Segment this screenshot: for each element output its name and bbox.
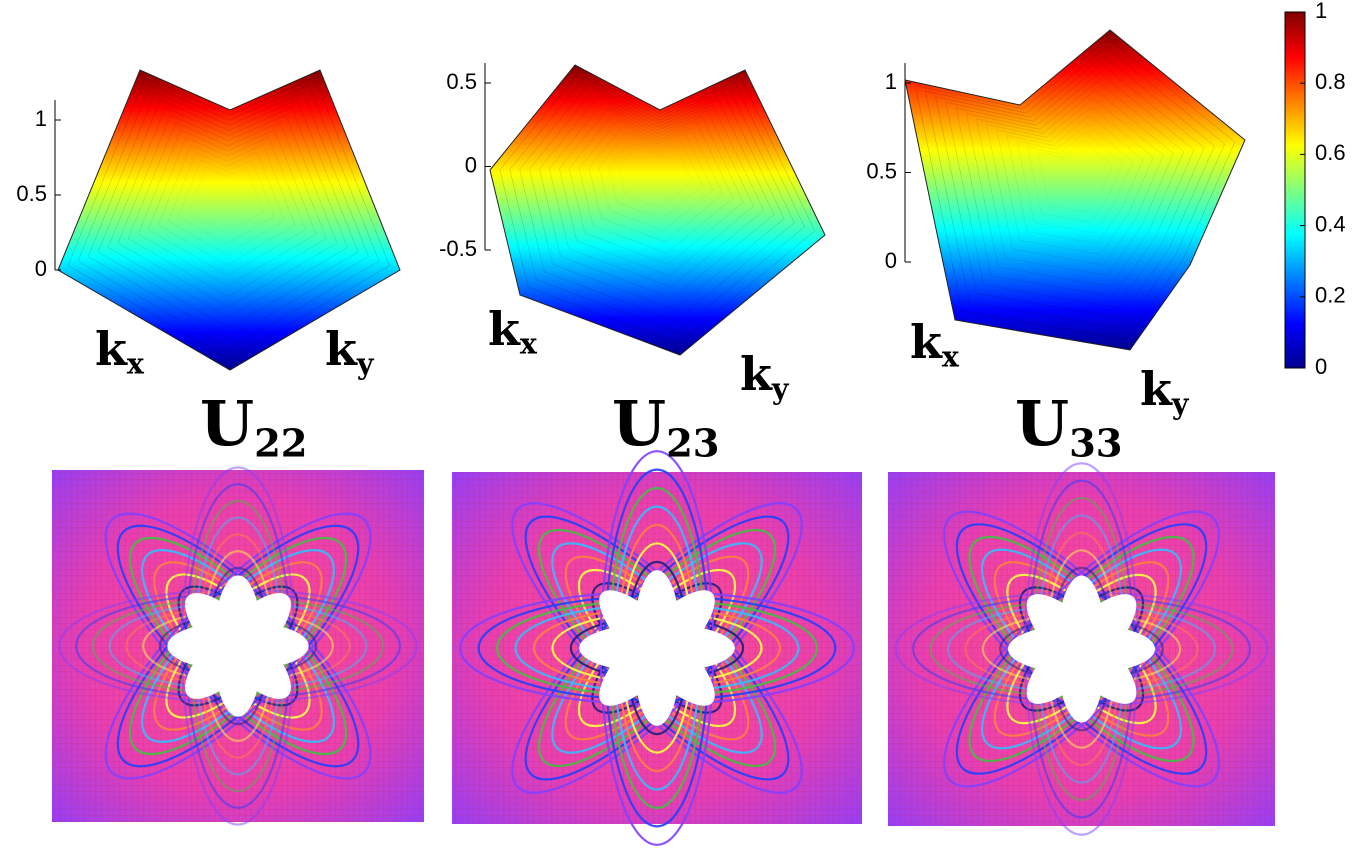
mesh-line [1027, 132, 1123, 223]
white-core [1056, 575, 1107, 723]
ky-label-base: k [740, 347, 773, 401]
surface [904, 29, 1246, 351]
z-tick-label: 0.5 [866, 158, 897, 183]
mesh-line [529, 89, 785, 310]
mesh-line [976, 89, 1174, 276]
z-tick-label: 0.5 [446, 69, 477, 94]
ky-label-base: k [1140, 362, 1173, 416]
colorbar-tick-label: 0.6 [1315, 140, 1346, 165]
z-tick-label: 0 [465, 152, 477, 177]
z-tick-label: 0 [885, 248, 897, 273]
ky-label: ky [740, 347, 790, 406]
mesh-line [519, 83, 795, 322]
mesh-line [986, 98, 1164, 265]
panel-title-sub: 22 [254, 422, 307, 467]
mesh-line [588, 125, 724, 242]
colorbar-tick-label: 1 [1315, 0, 1327, 23]
panel-title: U23 [612, 387, 720, 467]
kx-label-base: k [488, 302, 521, 356]
mesh-line [598, 131, 713, 231]
mesh-line [97, 99, 359, 329]
mesh-line [499, 70, 816, 344]
panel-title-base: U [612, 387, 666, 460]
mesh-line [138, 129, 317, 287]
mesh-line [77, 84, 380, 350]
kx-label-sub: x [520, 327, 538, 361]
ky-label-sub: y [771, 372, 790, 406]
mesh-line [67, 77, 390, 360]
kx-label-sub: x [942, 340, 960, 374]
mesh-line [509, 76, 805, 333]
mesh-line [935, 55, 1215, 319]
z-tick-label: -0.5 [439, 236, 477, 261]
mesh-line [148, 137, 306, 276]
ky-label-sub: y [356, 347, 375, 381]
ky-label-sub: y [1171, 387, 1190, 421]
surface [489, 64, 826, 356]
white-core [632, 570, 682, 726]
mesh-line [945, 64, 1205, 308]
surface [57, 69, 401, 371]
kx-label: kx [95, 322, 145, 381]
colorbar-tick-label: 0.2 [1315, 283, 1346, 308]
mesh-line [1017, 123, 1133, 233]
mesh-line [578, 119, 734, 254]
z-tick-label: 0 [35, 256, 47, 281]
mesh-line [608, 138, 703, 220]
mesh-line [925, 46, 1225, 329]
ky-label: ky [1140, 362, 1190, 421]
panel-title-base: U [200, 387, 254, 460]
mesh-line [966, 81, 1184, 287]
colorbar-tick-label: 0 [1315, 354, 1327, 379]
colorbar [1284, 11, 1306, 369]
mesh-line [549, 101, 764, 288]
z-tick-label: 1 [35, 106, 47, 131]
mesh-line [168, 152, 285, 255]
kx-label: kx [910, 315, 960, 374]
mesh-line [996, 106, 1154, 255]
mesh-line [158, 144, 296, 266]
kx-label: kx [488, 302, 538, 361]
kx-label-base: k [910, 315, 943, 369]
white-core [213, 575, 263, 717]
panel-title-sub: 33 [1069, 422, 1122, 467]
mesh-line [178, 159, 275, 245]
mesh-line [87, 92, 369, 339]
mesh-line [107, 107, 348, 318]
mesh-line [1037, 141, 1113, 212]
mesh-line [559, 107, 754, 276]
mesh-line [539, 95, 775, 299]
colorbar-tick-label: 0.8 [1315, 69, 1346, 94]
mesh-line [955, 72, 1195, 297]
mesh-line [127, 122, 327, 297]
panel-title: U33 [1015, 387, 1123, 467]
mesh-line [117, 114, 338, 308]
ky-label: ky [325, 322, 375, 381]
panel-title-sub: 23 [666, 422, 719, 467]
z-tick-label: 1 [885, 69, 897, 94]
kx-label-base: k [95, 322, 128, 376]
colorbar-tick-label: 0.4 [1315, 211, 1346, 236]
mesh-line [1006, 115, 1144, 244]
mesh-line [569, 113, 744, 265]
panel-title-base: U [1015, 387, 1069, 460]
mesh-line [188, 167, 264, 234]
mesh-line [618, 144, 693, 209]
decoration [52, 11, 1306, 846]
z-tick-label: 0.5 [16, 181, 47, 206]
panel-title: U22 [200, 387, 308, 467]
mesh-line [914, 38, 1236, 340]
kx-label-sub: x [127, 347, 145, 381]
ky-label-base: k [325, 322, 358, 376]
